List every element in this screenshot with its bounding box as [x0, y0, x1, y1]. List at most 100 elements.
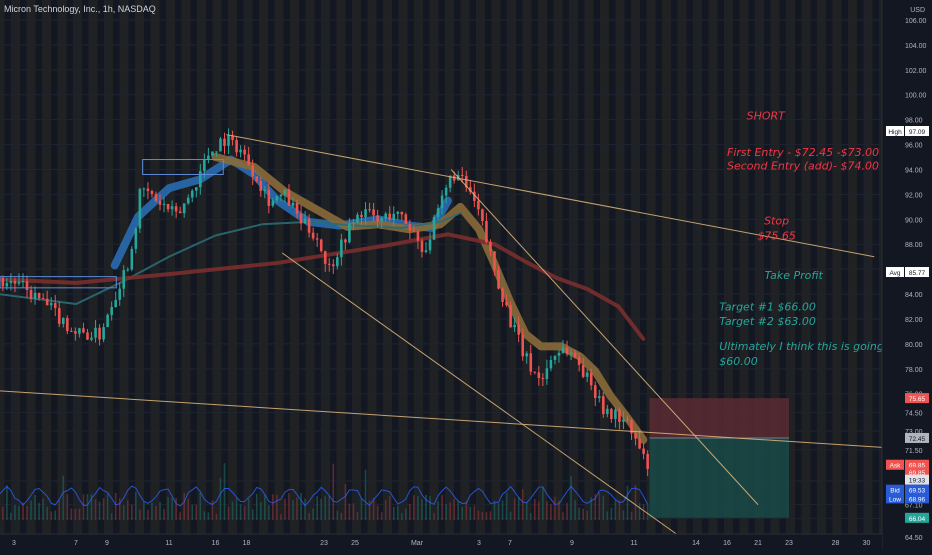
candle-body[interactable]: [461, 175, 464, 176]
candle-body[interactable]: [614, 410, 617, 419]
candle-body[interactable]: [139, 189, 142, 228]
annotation-text[interactable]: Take Profit: [765, 269, 824, 282]
candle-body[interactable]: [534, 372, 537, 373]
candle-body[interactable]: [38, 293, 41, 298]
candle-body[interactable]: [34, 293, 37, 299]
candle-body[interactable]: [558, 353, 561, 356]
candle-body[interactable]: [219, 139, 222, 152]
candle-body[interactable]: [618, 410, 621, 422]
candle-body[interactable]: [90, 338, 93, 340]
candle-body[interactable]: [372, 210, 375, 216]
candle-body[interactable]: [401, 212, 404, 215]
candle-body[interactable]: [288, 189, 291, 205]
candle-body[interactable]: [78, 328, 81, 333]
annotation-text[interactable]: Second Entry (add)- $74.00: [727, 159, 879, 172]
candle-body[interactable]: [517, 325, 520, 335]
candle-body[interactable]: [58, 308, 61, 324]
candle-body[interactable]: [586, 373, 589, 377]
candle-body[interactable]: [493, 251, 496, 269]
candle-body[interactable]: [384, 214, 387, 219]
candle-body[interactable]: [42, 298, 45, 299]
candle-body[interactable]: [574, 353, 577, 358]
candle-body[interactable]: [550, 360, 553, 368]
candle-body[interactable]: [147, 188, 150, 191]
candle-body[interactable]: [46, 299, 49, 305]
candle-body[interactable]: [187, 198, 190, 204]
candle-body[interactable]: [308, 219, 311, 233]
candle-body[interactable]: [445, 188, 448, 196]
candle-body[interactable]: [251, 165, 254, 176]
candle-body[interactable]: [485, 221, 488, 242]
candle-body[interactable]: [622, 419, 625, 421]
candle-body[interactable]: [529, 353, 532, 371]
candle-body[interactable]: [521, 335, 524, 357]
candle-body[interactable]: [376, 215, 379, 221]
candle-body[interactable]: [183, 203, 186, 213]
candle-body[interactable]: [114, 300, 117, 307]
candle-body[interactable]: [344, 240, 347, 243]
annotation-text[interactable]: First Entry - $72.45 -$73.00: [727, 146, 879, 159]
candle-body[interactable]: [409, 224, 412, 231]
candle-body[interactable]: [300, 214, 303, 223]
candle-body[interactable]: [163, 204, 166, 205]
candle-body[interactable]: [2, 278, 5, 287]
candle-body[interactable]: [638, 439, 641, 449]
candle-body[interactable]: [542, 378, 545, 379]
candle-body[interactable]: [143, 188, 146, 189]
annotation-text[interactable]: Target #1 $66.00: [719, 300, 816, 313]
candle-body[interactable]: [610, 409, 613, 419]
candle-body[interactable]: [50, 303, 53, 305]
candle-body[interactable]: [546, 368, 549, 379]
candle-body[interactable]: [413, 231, 416, 232]
candle-body[interactable]: [235, 140, 238, 152]
candle-body[interactable]: [328, 264, 331, 265]
candle-body[interactable]: [191, 191, 194, 198]
candle-body[interactable]: [646, 454, 649, 469]
candle-body[interactable]: [179, 211, 182, 213]
candle-body[interactable]: [22, 281, 25, 282]
annotation-text[interactable]: $60.00: [719, 355, 758, 368]
candle-body[interactable]: [203, 160, 206, 171]
candle-body[interactable]: [336, 257, 339, 266]
candle-body[interactable]: [268, 190, 271, 206]
candle-body[interactable]: [110, 307, 113, 315]
candle-body[interactable]: [429, 240, 432, 251]
candle-body[interactable]: [509, 305, 512, 327]
candle-body[interactable]: [513, 325, 516, 327]
candle-body[interactable]: [66, 318, 69, 331]
position-tool[interactable]: [650, 398, 790, 518]
candle-body[interactable]: [159, 201, 162, 205]
candle-body[interactable]: [18, 282, 21, 284]
candle-body[interactable]: [82, 328, 85, 332]
annotation-text[interactable]: Ultimately I think this is going to: [719, 340, 898, 353]
candle-body[interactable]: [10, 281, 13, 283]
candle-body[interactable]: [106, 315, 109, 327]
candle-body[interactable]: [634, 433, 637, 438]
candle-body[interactable]: [296, 203, 299, 214]
candle-body[interactable]: [292, 203, 295, 206]
candle-body[interactable]: [441, 196, 444, 209]
annotation-text[interactable]: Target #2 $63.00: [719, 315, 816, 328]
candle-body[interactable]: [14, 281, 17, 284]
candle-body[interactable]: [332, 264, 335, 266]
candle-body[interactable]: [62, 318, 65, 324]
candle-body[interactable]: [263, 190, 266, 191]
stop-loss-zone[interactable]: [650, 398, 790, 438]
candle-body[interactable]: [155, 194, 158, 201]
candle-body[interactable]: [199, 171, 202, 187]
candle-body[interactable]: [405, 214, 408, 224]
candle-body[interactable]: [126, 269, 129, 270]
candle-body[interactable]: [380, 218, 383, 221]
candle-body[interactable]: [392, 214, 395, 220]
candle-body[interactable]: [368, 209, 371, 210]
candle-body[interactable]: [417, 232, 420, 241]
candle-body[interactable]: [433, 217, 436, 240]
annotation-text[interactable]: Stop: [764, 214, 789, 227]
candle-body[interactable]: [590, 373, 593, 386]
candle-body[interactable]: [239, 150, 242, 153]
candle-body[interactable]: [598, 396, 601, 398]
candle-body[interactable]: [501, 289, 504, 302]
annotation-text[interactable]: $75.65: [757, 229, 796, 242]
